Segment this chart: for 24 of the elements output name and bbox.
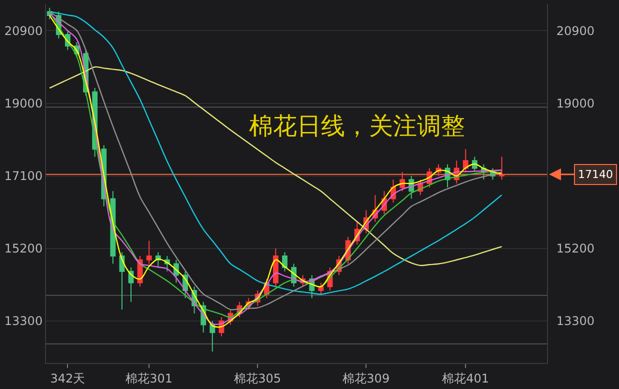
x-tick-label: 342天 [50,371,86,386]
annotation: 棉花日线，关注调整 [249,112,465,140]
candlestick [210,320,216,352]
x-tick-label: 棉花309 [342,371,390,386]
y-tick-label: 15200 [4,242,43,256]
x-tick-label: 棉花401 [442,371,490,386]
y-tick-label: 20900 [4,24,43,38]
candlestick [146,240,152,264]
y2-tick-label: 19000 [556,96,595,110]
y2-tick-label: 13300 [556,314,595,328]
y2-tick-label: 20900 [556,24,595,38]
x-tick-label: 棉花305 [234,371,282,386]
y-tick-label: 19000 [4,96,43,110]
candlestick [499,156,504,180]
y-tick-label: 13300 [4,314,43,328]
candlestick [462,148,468,173]
candlestick [282,252,288,272]
candlestick [272,248,278,288]
x-tick-label: 棉花301 [126,371,173,386]
candlestick [119,252,125,310]
ref-line-label: 17140 [578,168,613,181]
line-series [49,66,502,266]
y2-tick-label: 15200 [556,242,595,256]
y-tick-label: 17100 [4,169,43,184]
